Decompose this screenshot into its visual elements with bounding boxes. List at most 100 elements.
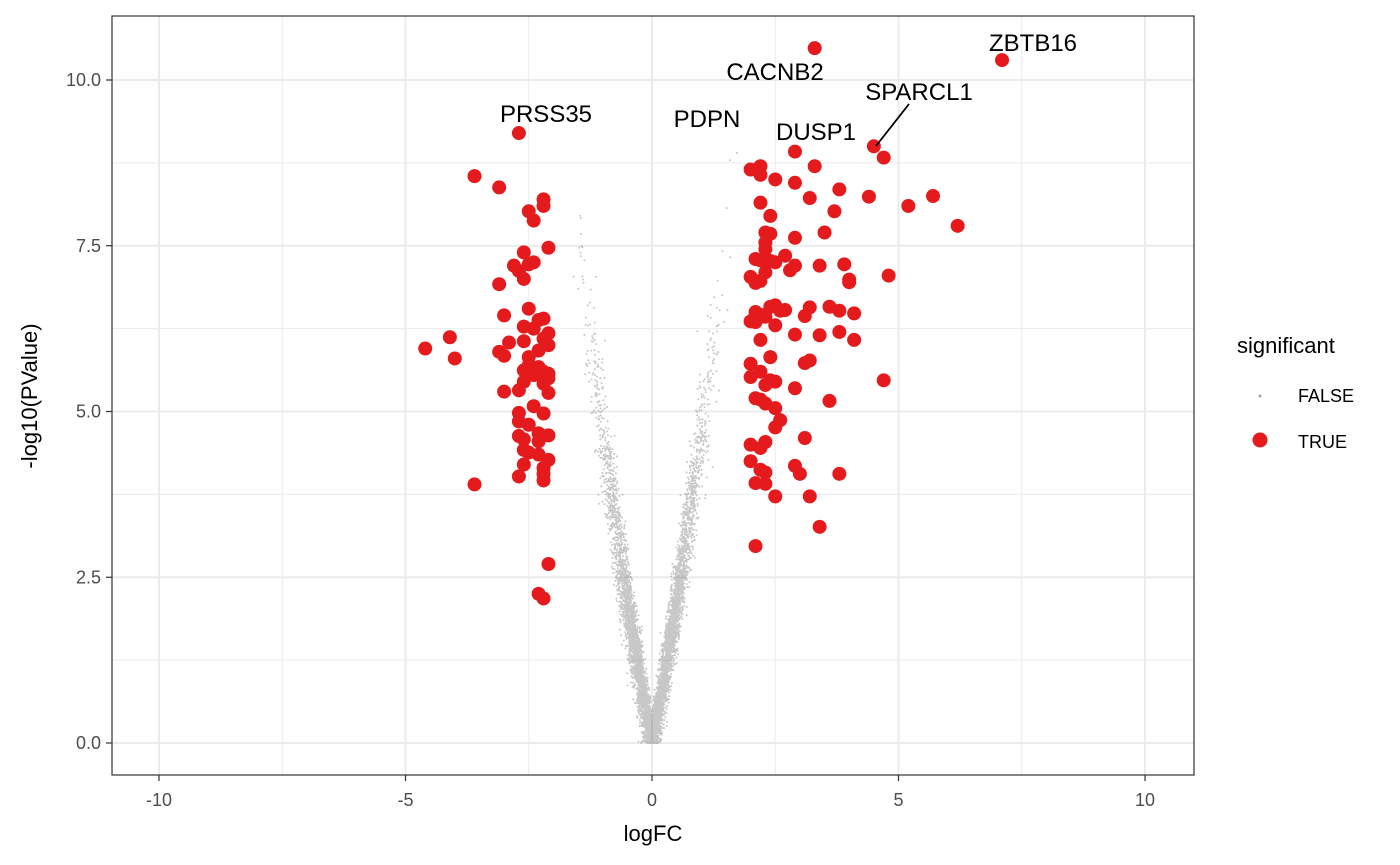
significant-point — [847, 306, 862, 321]
significant-point — [901, 198, 916, 213]
significant-point — [797, 431, 812, 446]
panel-border — [111, 15, 1195, 776]
y-tick-label: 5.0 — [76, 402, 101, 422]
legend-label-false: FALSE — [1298, 386, 1354, 406]
legend: significant FALSE TRUE — [1237, 333, 1354, 452]
significant-point — [497, 308, 512, 323]
significant-point — [511, 469, 526, 484]
significant-point — [832, 182, 847, 197]
x-tick-label: -10 — [146, 790, 172, 810]
significant-point — [743, 356, 758, 371]
significant-point — [511, 126, 526, 141]
significant-point — [497, 384, 512, 399]
significant-point — [516, 457, 531, 472]
significant-point — [753, 332, 768, 347]
significant-point — [822, 393, 837, 408]
significant-point — [541, 556, 556, 571]
significant-point — [753, 195, 768, 210]
x-axis: -10 -5 0 5 10 — [146, 775, 1155, 810]
significant-point — [763, 208, 778, 223]
significant-point — [866, 139, 881, 154]
significant-point — [536, 406, 551, 421]
y-axis-title: -log10(PValue) — [17, 323, 42, 468]
significant-point — [753, 440, 768, 455]
significant-point — [817, 225, 832, 240]
significant-point — [467, 477, 482, 492]
significant-point — [768, 255, 783, 270]
significant-point — [743, 454, 758, 469]
significant-point — [418, 341, 433, 356]
label-leader-line — [875, 103, 910, 147]
significant-point — [511, 383, 526, 398]
legend-title: significant — [1237, 333, 1335, 358]
significant-point — [758, 465, 773, 480]
significant-point — [768, 420, 783, 435]
significant-point — [797, 356, 812, 371]
significant-point — [526, 213, 541, 228]
y-tick-label: 10.0 — [66, 70, 101, 90]
significant-point — [758, 476, 773, 491]
significant-points — [418, 41, 1010, 606]
gene-labels: ZBTB16 CACNB2 SPARCL1 PRSS35 PDPN DUSP1 — [500, 30, 1077, 147]
y-axis: 0.0 2.5 5.0 7.5 10.0 — [66, 70, 112, 753]
significant-point — [861, 189, 876, 204]
significant-point — [516, 271, 531, 286]
gene-label: ZBTB16 — [989, 30, 1077, 57]
x-axis-title: logFC — [624, 821, 683, 846]
significant-point — [842, 275, 857, 290]
x-tick-label: 5 — [893, 790, 903, 810]
significant-point — [847, 332, 862, 347]
significant-point — [748, 539, 763, 554]
gene-label: PRSS35 — [500, 101, 592, 128]
significant-point — [531, 343, 546, 358]
significant-point — [502, 335, 517, 350]
significant-point — [492, 277, 507, 292]
significant-point — [812, 519, 827, 534]
significant-point — [536, 473, 551, 488]
nonsignificant-points — [572, 152, 738, 744]
significant-point — [787, 230, 802, 245]
significant-point — [516, 432, 531, 447]
significant-point — [881, 268, 896, 283]
legend-key-true — [1252, 432, 1268, 448]
significant-point — [807, 159, 822, 174]
significant-point — [876, 150, 891, 165]
significant-point — [768, 401, 783, 416]
significant-point — [787, 381, 802, 396]
significant-point — [832, 324, 847, 339]
significant-point — [812, 258, 827, 273]
x-tick-label: 10 — [1135, 790, 1155, 810]
significant-point — [758, 242, 773, 257]
plot-panel: ZBTB16 CACNB2 SPARCL1 PRSS35 PDPN DUSP1 — [111, 15, 1195, 776]
significant-point — [536, 198, 551, 213]
significant-point — [521, 301, 536, 316]
significant-point — [778, 303, 793, 318]
significant-point — [832, 303, 847, 318]
y-tick-label: 2.5 — [76, 567, 101, 587]
significant-point — [995, 53, 1010, 68]
significant-point — [768, 172, 783, 187]
significant-point — [787, 327, 802, 342]
significant-point — [758, 377, 773, 392]
significant-point — [497, 348, 512, 363]
significant-point — [797, 309, 812, 324]
significant-point — [768, 489, 783, 504]
significant-point — [516, 245, 531, 260]
significant-point — [521, 257, 536, 272]
significant-point — [802, 191, 817, 206]
significant-point — [950, 218, 965, 233]
significant-point — [467, 169, 482, 184]
significant-point — [753, 167, 768, 182]
y-tick-label: 7.5 — [76, 236, 101, 256]
significant-point — [827, 204, 842, 219]
significant-point — [778, 248, 793, 263]
legend-key-false — [1258, 394, 1262, 398]
significant-point — [802, 489, 817, 504]
significant-point — [837, 257, 852, 272]
significant-point — [743, 370, 758, 385]
significant-point — [521, 417, 536, 432]
gene-label: DUSP1 — [776, 119, 856, 146]
significant-point — [787, 175, 802, 190]
significant-point — [516, 334, 531, 349]
gene-label: CACNB2 — [726, 59, 823, 86]
